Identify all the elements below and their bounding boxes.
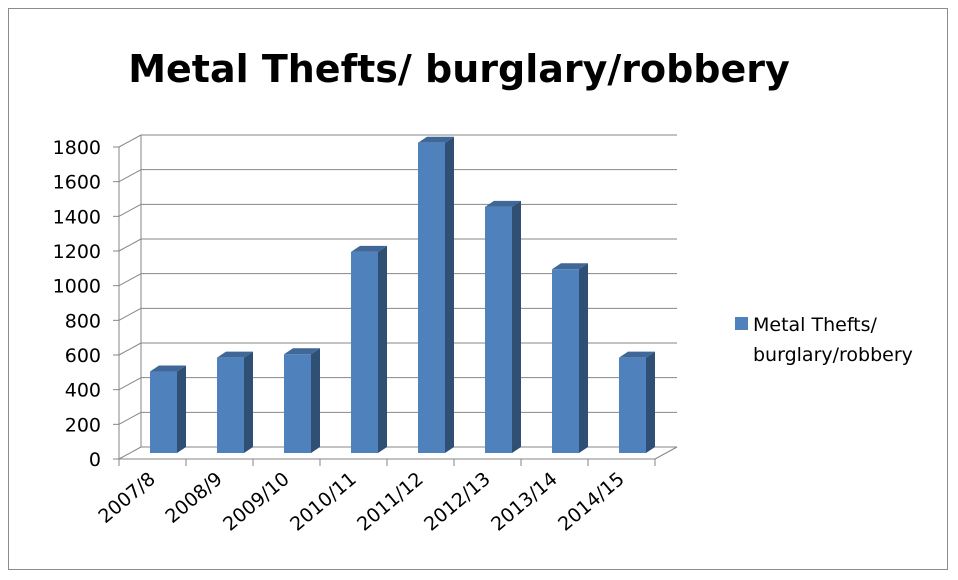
bar-side bbox=[378, 245, 387, 453]
x-tick-label: 2011/12 bbox=[353, 468, 428, 536]
bar-top bbox=[552, 263, 588, 270]
x-tick-label: 2014/15 bbox=[554, 468, 629, 536]
legend-label-line-1: Metal Thefts/ bbox=[753, 314, 878, 336]
bar-front bbox=[619, 357, 646, 453]
bar-top bbox=[619, 351, 655, 358]
chart-title: Metal Thefts/ burglary/robbery bbox=[128, 47, 790, 91]
gridline-depth bbox=[118, 377, 142, 391]
gridline-depth bbox=[118, 307, 142, 321]
bar bbox=[217, 351, 253, 453]
bar-side bbox=[579, 263, 588, 453]
floor-edge bbox=[654, 446, 678, 460]
gridline-depth bbox=[118, 342, 142, 356]
bar bbox=[418, 136, 454, 453]
y-tick-label: 800 bbox=[65, 310, 101, 332]
y-tick-label: 200 bbox=[65, 414, 101, 436]
x-axis-tick-labels: 2007/8 2008/92009/102010/112011/122012/13… bbox=[94, 468, 628, 536]
bar bbox=[619, 351, 655, 453]
x-tick-label: 2010/11 bbox=[286, 468, 361, 536]
bar-top bbox=[217, 351, 253, 358]
bar-front bbox=[284, 354, 311, 453]
bar-side bbox=[646, 351, 655, 453]
y-axis-tick-labels: 0 200 400 600 800 1000 1200 1400 1600 1800 bbox=[53, 137, 101, 471]
bar-side bbox=[445, 136, 454, 453]
bar bbox=[552, 263, 588, 453]
gridline-depth bbox=[118, 134, 142, 148]
bar-top bbox=[418, 136, 454, 143]
bar bbox=[351, 245, 387, 453]
x-tick-label: 2012/13 bbox=[420, 468, 495, 536]
bar-top bbox=[284, 348, 320, 355]
gridline-depth bbox=[118, 446, 142, 460]
y-tick-label: 0 bbox=[89, 449, 101, 471]
bar bbox=[485, 200, 521, 453]
x-tick-label: 2009/10 bbox=[219, 468, 294, 536]
bar-front bbox=[418, 142, 445, 453]
bars bbox=[150, 136, 655, 453]
y-tick-label: 1000 bbox=[53, 276, 101, 298]
bar-top bbox=[150, 365, 186, 372]
y-tick-label: 1600 bbox=[53, 172, 101, 194]
bar-side bbox=[244, 351, 253, 453]
bar-front bbox=[485, 206, 512, 453]
legend-label-line-2: burglary/robbery bbox=[753, 344, 913, 366]
bar-top bbox=[351, 245, 387, 252]
gridline-depth bbox=[118, 238, 142, 252]
gridlines bbox=[118, 134, 677, 460]
axes bbox=[113, 135, 678, 466]
bar-front bbox=[150, 371, 177, 453]
bar bbox=[284, 348, 320, 453]
y-tick-label: 400 bbox=[65, 380, 101, 402]
y-tick-label: 1200 bbox=[53, 241, 101, 263]
bar-side bbox=[512, 200, 521, 453]
bar-side bbox=[177, 365, 186, 453]
bar-front bbox=[351, 251, 378, 453]
bar-front bbox=[217, 357, 244, 453]
gridline-depth bbox=[118, 411, 142, 425]
x-tick-label: 2013/14 bbox=[487, 468, 562, 536]
bar bbox=[150, 365, 186, 453]
bar-side bbox=[311, 348, 320, 453]
gridline-depth bbox=[118, 273, 142, 287]
legend-swatch bbox=[735, 317, 748, 330]
x-tick-label: 2007/8 bbox=[94, 468, 159, 528]
bar-chart: Metal Thefts/ burglary/robbery 0 200 400 60… bbox=[53, 47, 913, 536]
y-tick-label: 1800 bbox=[53, 137, 101, 159]
bar-front bbox=[552, 269, 579, 453]
gridline-depth bbox=[118, 169, 142, 183]
gridline-depth bbox=[118, 203, 142, 217]
y-tick-label: 600 bbox=[65, 345, 101, 367]
chart-frame: Metal Thefts/ burglary/robbery 0 200 400 60… bbox=[8, 8, 948, 570]
bar-top bbox=[485, 200, 521, 207]
y-tick-label: 1400 bbox=[53, 206, 101, 228]
legend: Metal Thefts/ burglary/robbery bbox=[735, 314, 913, 366]
x-tick-label: 2008/9 bbox=[161, 468, 226, 528]
